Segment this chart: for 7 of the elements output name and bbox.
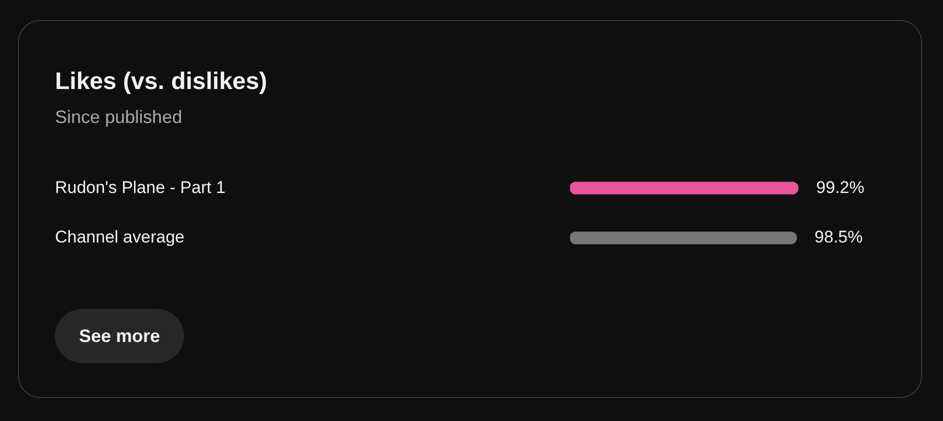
- text: Likes (vs. dislikes): [55, 68, 268, 96]
- y-tick-label: Channel average: [55, 228, 184, 247]
- y-tick-label: Rudon's Plane - Part 1: [55, 178, 226, 197]
- text: Since published: [55, 107, 182, 128]
- data-label: 99.2%: [816, 178, 864, 197]
- data-label: 98.5%: [814, 228, 863, 247]
- text: See more: [55, 309, 184, 363]
